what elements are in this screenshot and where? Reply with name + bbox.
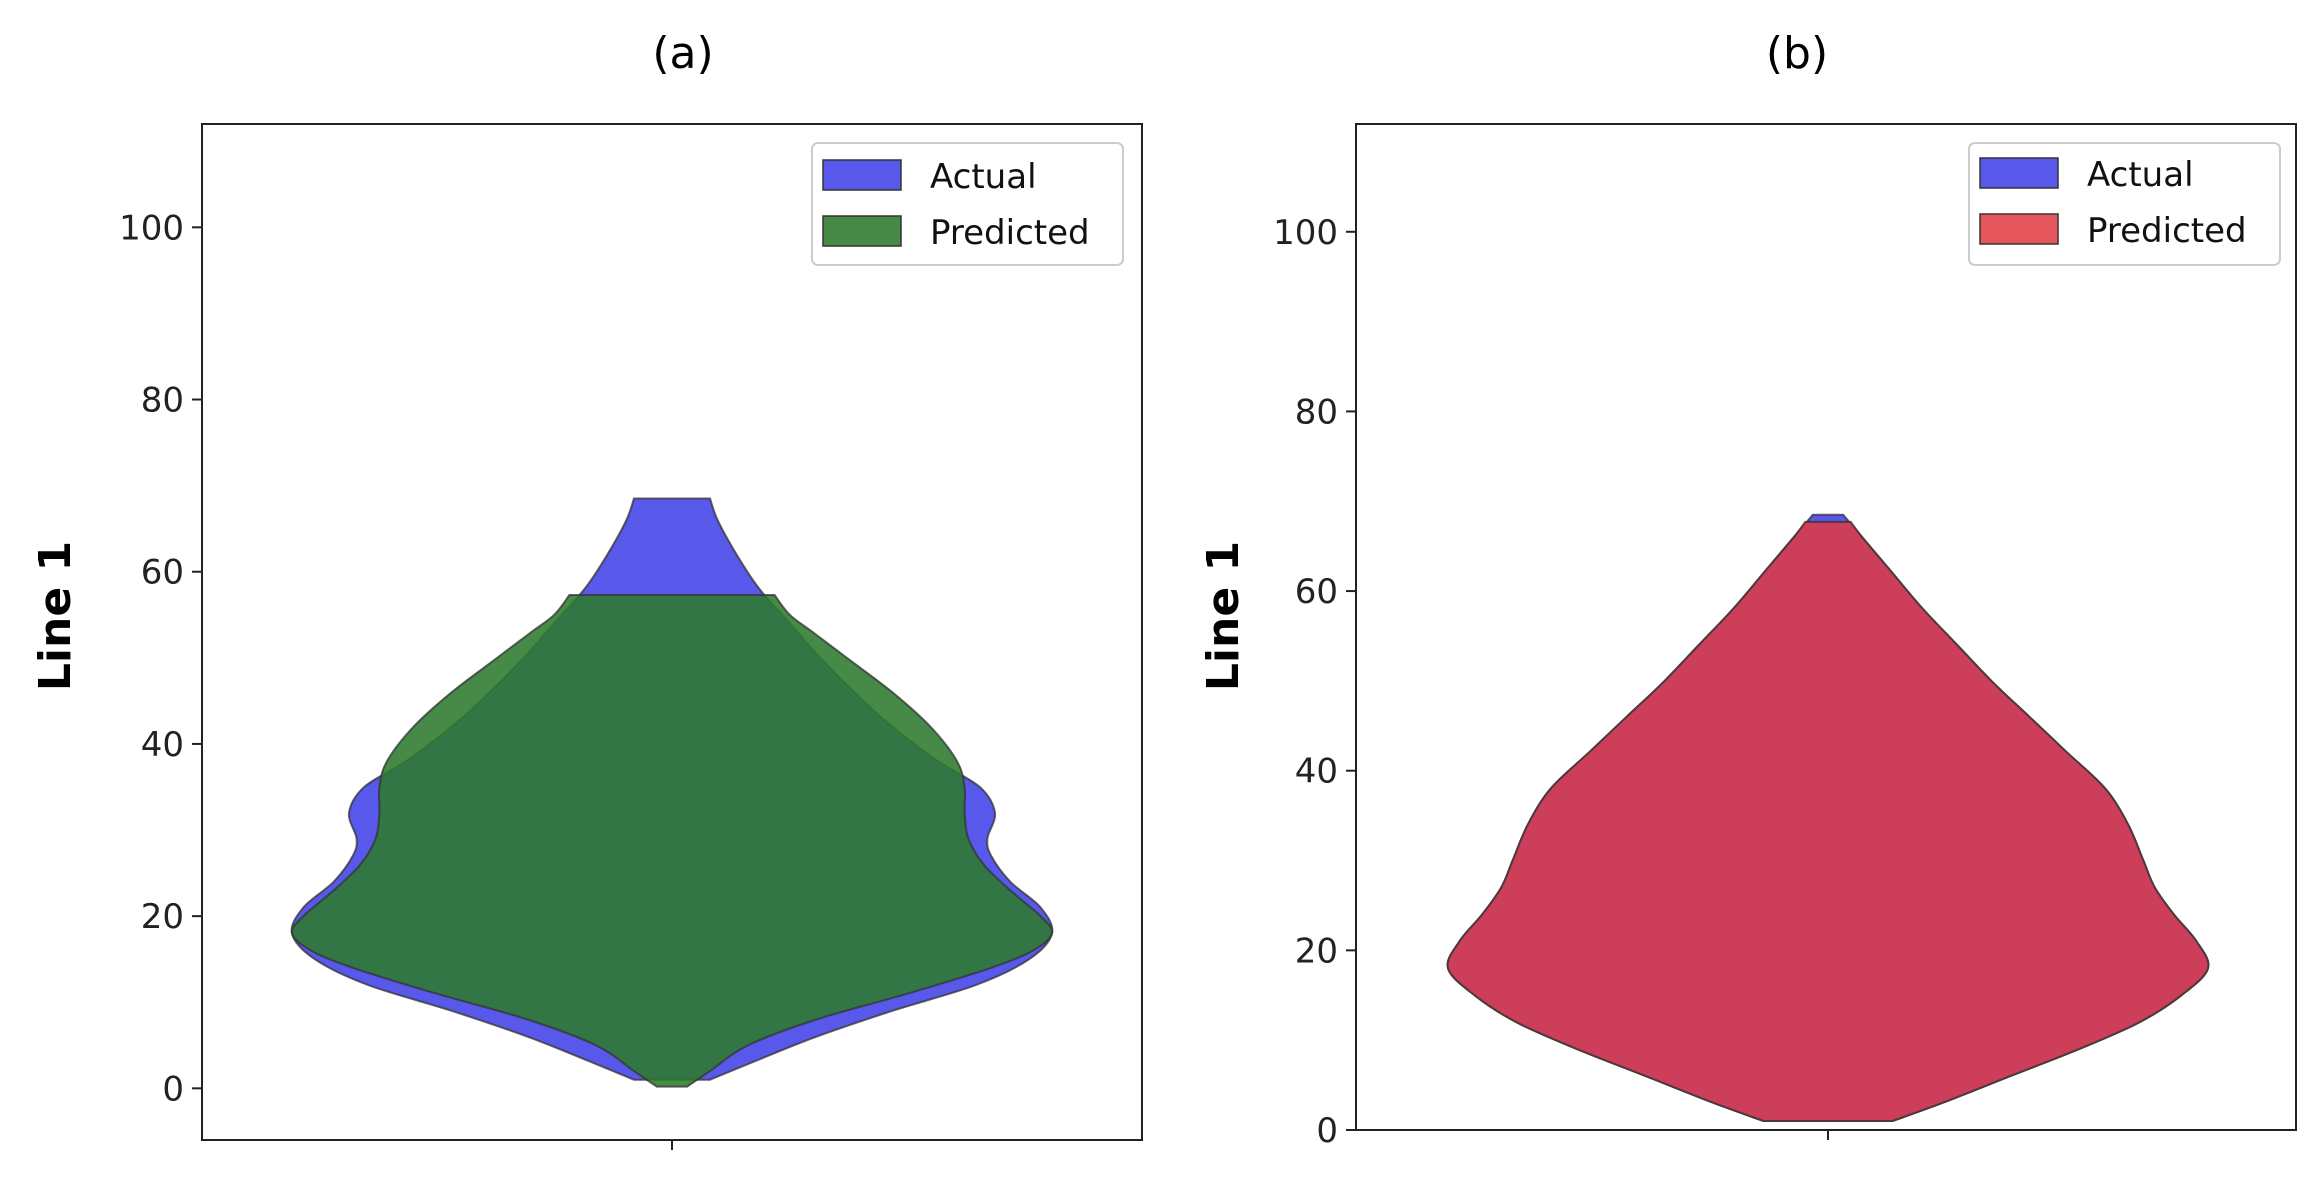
panel-a-violins (290, 497, 1054, 1088)
panel-a-legend-label-predicted: Predicted (930, 213, 1090, 253)
panel-b-y-axis-label: Line 1 (1198, 541, 1249, 691)
panel-a: (a) Line 1 0 20 40 60 80 100 Actual Predicted (30, 28, 1143, 1150)
panel-b: (b) Line 1 0 20 40 60 80 100 Actual Predicted (1198, 28, 2297, 1151)
panel-a-legend-swatch-actual (822, 159, 902, 191)
panel-b-legend-swatch-actual (1979, 157, 2059, 189)
y-tick-label: 80 (141, 381, 184, 421)
panel-b-axes-frame (1355, 123, 2297, 1131)
panel-a-title: (a) (652, 28, 713, 79)
panel-b-legend-label-actual: Actual (2087, 155, 2194, 195)
panel-a-legend-swatch-predicted (822, 215, 902, 247)
panel-a-y-ticks: 0 20 40 60 80 100 (119, 208, 202, 1109)
panel-b-y-ticks: 0 20 40 60 80 100 (1273, 213, 1356, 1151)
panel-b-legend-label-predicted: Predicted (2087, 211, 2247, 251)
panel-b-legend-swatch-predicted (1979, 213, 2059, 245)
y-tick-label: 0 (162, 1069, 184, 1109)
violin-predicted (1446, 520, 2210, 1122)
y-tick-label: 40 (141, 725, 184, 765)
y-tick-label: 60 (1295, 572, 1338, 612)
y-tick-label: 20 (1295, 931, 1338, 971)
panel-a-legend: Actual Predicted (811, 142, 1124, 266)
y-tick-label: 40 (1295, 752, 1338, 792)
y-tick-label: 0 (1316, 1111, 1338, 1151)
y-tick-label: 80 (1295, 392, 1338, 432)
panel-a-y-axis-label: Line 1 (30, 541, 81, 691)
violin-predicted (290, 594, 1054, 1088)
panel-a-legend-label-actual: Actual (930, 157, 1037, 197)
panel-b-title: (b) (1766, 28, 1828, 79)
y-tick-label: 20 (141, 897, 184, 937)
y-tick-label: 60 (141, 553, 184, 593)
y-tick-label: 100 (1273, 213, 1338, 253)
y-tick-label: 100 (119, 208, 184, 248)
panel-b-legend: Actual Predicted (1968, 142, 2281, 266)
panel-b-violins (1446, 513, 2210, 1122)
